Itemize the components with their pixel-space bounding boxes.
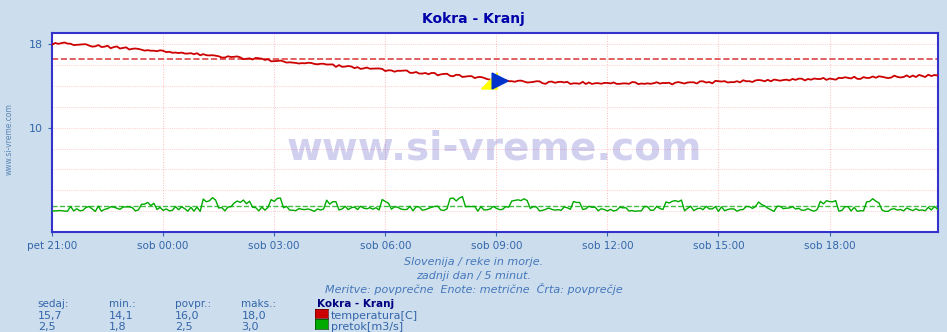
Text: Kokra - Kranj: Kokra - Kranj xyxy=(422,12,525,26)
Text: 15,7: 15,7 xyxy=(38,311,63,321)
Text: 2,5: 2,5 xyxy=(175,322,193,332)
Text: Slovenija / reke in morje.: Slovenija / reke in morje. xyxy=(404,257,543,267)
Text: min.:: min.: xyxy=(109,299,135,309)
Text: sedaj:: sedaj: xyxy=(38,299,69,309)
Text: povpr.:: povpr.: xyxy=(175,299,211,309)
Text: www.si-vreme.com: www.si-vreme.com xyxy=(287,130,703,168)
Text: 2,5: 2,5 xyxy=(38,322,56,332)
Text: zadnji dan / 5 minut.: zadnji dan / 5 minut. xyxy=(416,271,531,281)
Text: www.si-vreme.com: www.si-vreme.com xyxy=(5,104,14,175)
Text: pretok[m3/s]: pretok[m3/s] xyxy=(331,322,402,332)
Text: maks.:: maks.: xyxy=(241,299,277,309)
Text: 16,0: 16,0 xyxy=(175,311,200,321)
Text: 18,0: 18,0 xyxy=(241,311,266,321)
Text: temperatura[C]: temperatura[C] xyxy=(331,311,418,321)
Text: Meritve: povprečne  Enote: metrične  Črta: povprečje: Meritve: povprečne Enote: metrične Črta:… xyxy=(325,283,622,295)
Polygon shape xyxy=(481,73,497,89)
Polygon shape xyxy=(492,73,509,89)
Text: 14,1: 14,1 xyxy=(109,311,134,321)
Text: 3,0: 3,0 xyxy=(241,322,259,332)
Text: Kokra - Kranj: Kokra - Kranj xyxy=(317,299,394,309)
Text: 1,8: 1,8 xyxy=(109,322,127,332)
